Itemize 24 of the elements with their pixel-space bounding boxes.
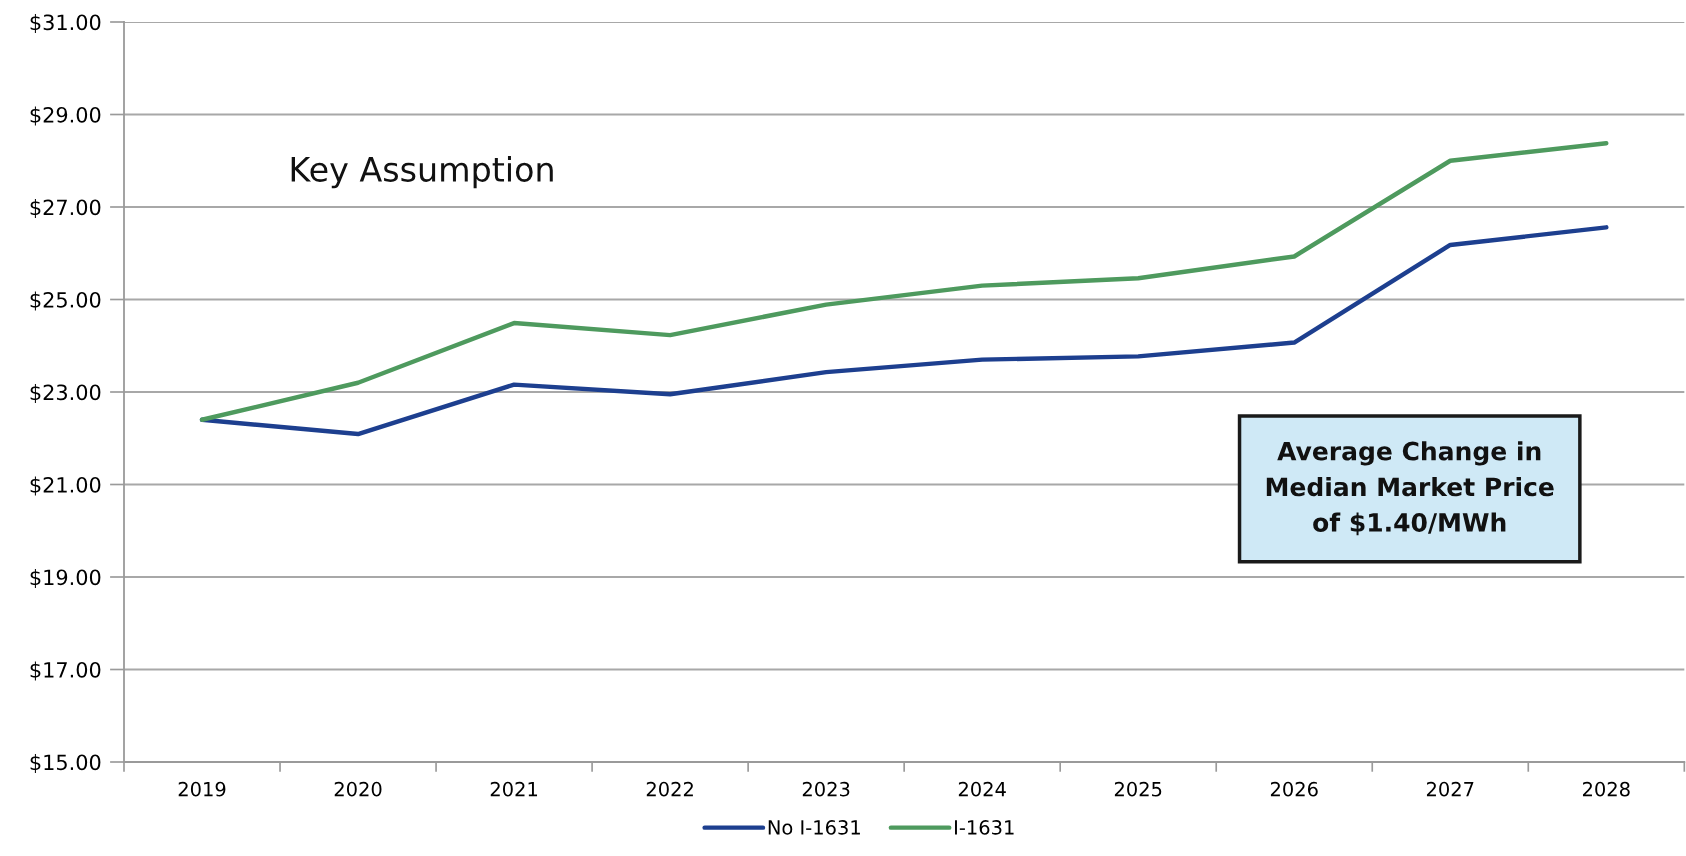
y-tick-label: $21.00 xyxy=(30,476,101,496)
x-tick-label: 2028 xyxy=(1582,781,1630,797)
annotation: Key Assumption xyxy=(291,156,553,189)
legend-label: No I-1631 xyxy=(768,820,860,835)
x-tick-label: 2020 xyxy=(334,781,382,797)
x-tick-label: 2026 xyxy=(1270,781,1318,797)
x-tick-label: 2027 xyxy=(1426,781,1474,797)
x-tick-label: 2019 xyxy=(178,781,226,797)
x-tick-label: 2025 xyxy=(1114,781,1162,797)
y-tick-label: $19.00 xyxy=(30,569,101,588)
y-tick-label: $23.00 xyxy=(30,384,101,403)
y-tick-label: $31.00 xyxy=(30,14,101,33)
y-tick-label: $27.00 xyxy=(30,199,101,218)
line-series xyxy=(199,140,1609,422)
legend-label: I-1631 xyxy=(955,820,1014,835)
x-tick-label: 2023 xyxy=(802,781,850,797)
x-tick-label: 2021 xyxy=(490,781,538,797)
y-tick-label: $15.00 xyxy=(30,754,101,773)
annotation: Average Change in Median Market Price of $1.40/MWh xyxy=(1266,441,1554,536)
y-tick-label: $29.00 xyxy=(30,106,101,126)
x-tick-label: 2022 xyxy=(646,781,693,797)
y-tick-label: $25.00 xyxy=(30,291,101,311)
y-tick-label: $17.00 xyxy=(30,661,101,681)
x-tick-label: 2024 xyxy=(958,781,1006,797)
